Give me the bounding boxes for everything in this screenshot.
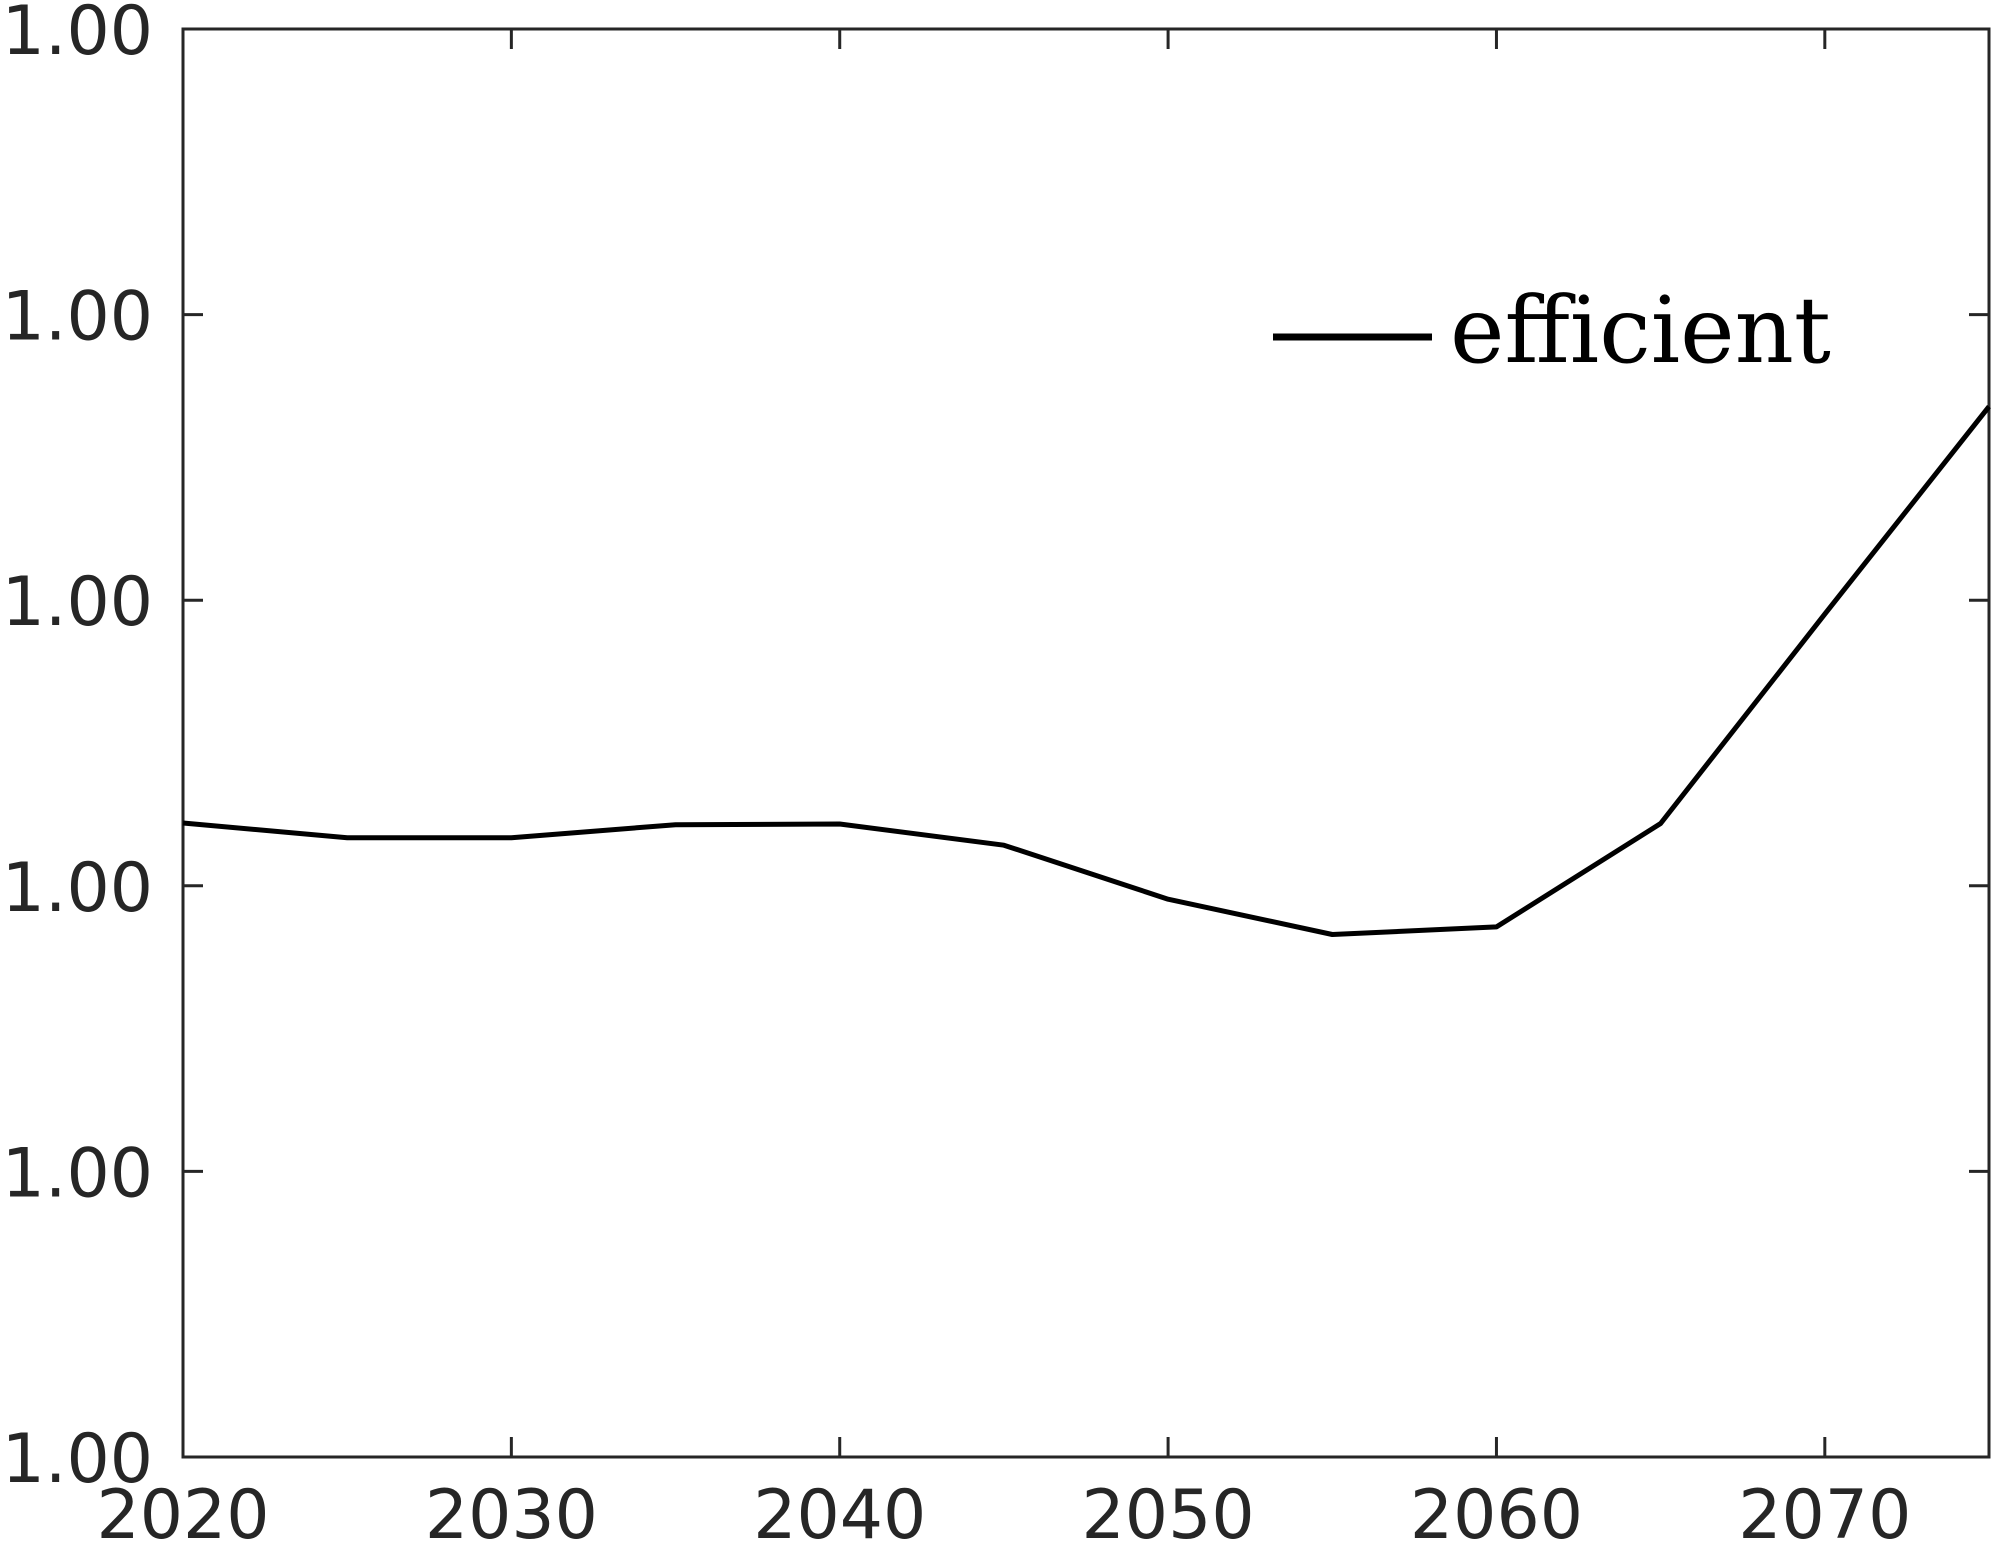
plot-frame (181, 27, 1991, 1459)
x-tick-label: 2050 (1082, 1476, 1255, 1554)
x-tick-label: 2040 (753, 1476, 926, 1554)
series-layer (182, 405, 1991, 937)
legend-label: efficient (1450, 277, 1831, 384)
legend: efficient (1273, 277, 1831, 384)
y-tick-label: 1.00 (2, 0, 153, 71)
x-tick-label: 2030 (425, 1476, 598, 1554)
series-line-efficient (182, 405, 1991, 937)
y-tick-label: 1.00 (2, 849, 153, 928)
y-tick-label: 1.00 (2, 1134, 153, 1213)
y-tick-label: 1.00 (2, 1420, 153, 1499)
x-tick-label: 2070 (1738, 1476, 1911, 1554)
y-tick-label: 1.00 (2, 563, 153, 642)
x-tick-label: 2020 (96, 1476, 269, 1554)
y-tick-label: 1.00 (2, 278, 153, 357)
x-tick-label: 2060 (1410, 1476, 1583, 1554)
